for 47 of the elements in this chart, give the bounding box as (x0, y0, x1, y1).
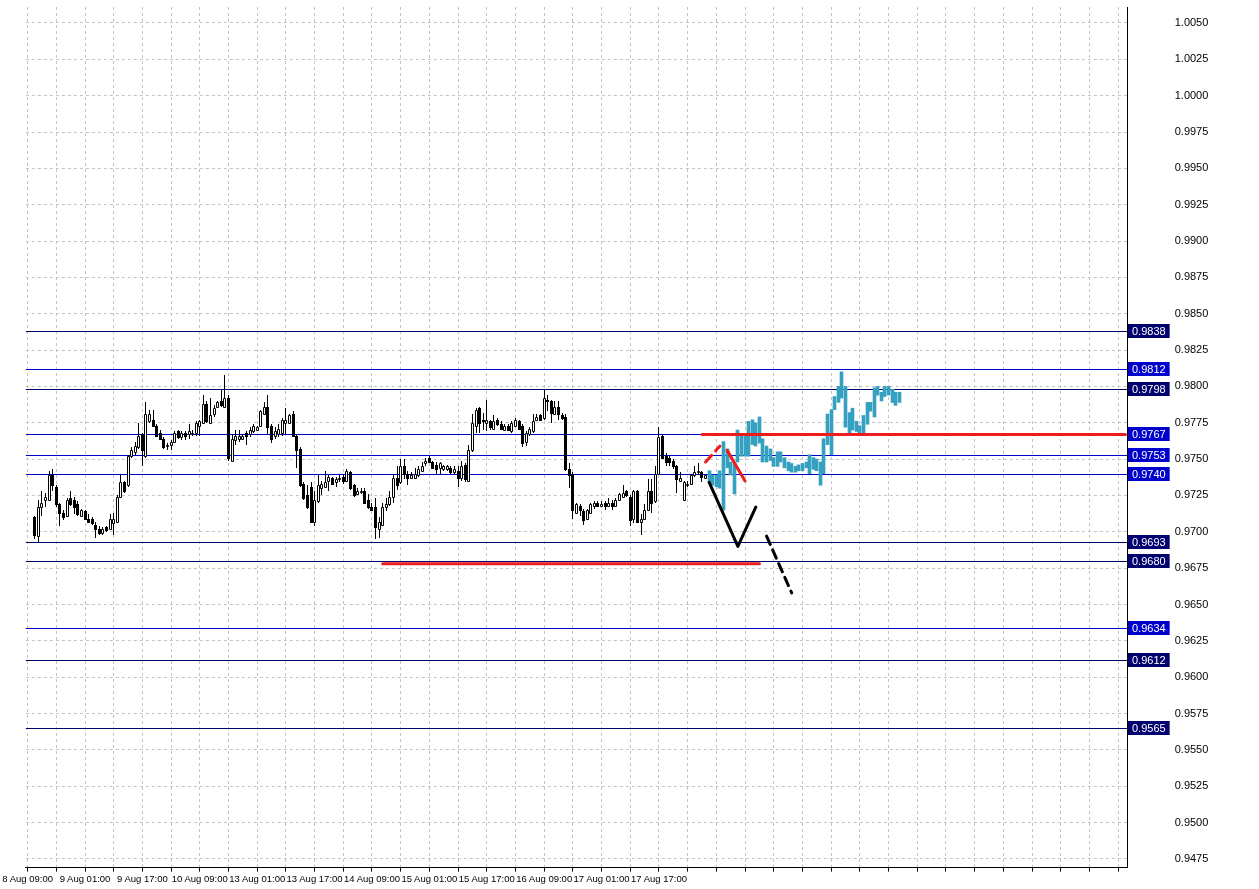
y-tick-label: 0.9525 (1174, 779, 1209, 792)
ref-line-label: 0.9838 (1132, 324, 1166, 337)
y-tick-label: 0.9550 (1174, 742, 1209, 755)
y-tick-label: 0.9625 (1174, 633, 1209, 646)
x-tick-label: 9 Aug 17:00 (117, 872, 168, 884)
y-tick-label: 0.9725 (1174, 488, 1209, 501)
y-tick-label: 0.9925 (1174, 197, 1209, 210)
ref-line-label: 0.9767 (1132, 427, 1166, 440)
y-tick-label: 0.9800 (1174, 379, 1209, 392)
x-tick-label: 13 Aug 17:00 (286, 872, 343, 884)
y-tick-label: 0.9875 (1174, 270, 1209, 283)
y-tick-label: 0.9850 (1174, 306, 1209, 319)
y-tick-label: 0.9775 (1174, 415, 1209, 428)
y-tick-label: 0.9675 (1174, 561, 1209, 574)
y-tick-label: 1.0000 (1174, 88, 1209, 101)
y-tick-label: 1.0025 (1174, 52, 1209, 65)
ref-line-label: 0.9798 (1132, 382, 1166, 395)
x-tick-label: 15 Aug 01:00 (401, 872, 458, 884)
y-tick-label: 0.9750 (1174, 452, 1209, 465)
x-tick-label: 14 Aug 09:00 (343, 872, 400, 884)
y-tick-label: 0.9650 (1174, 597, 1209, 610)
y-tick-label: 0.9825 (1174, 343, 1209, 356)
y-tick-label: 0.9900 (1174, 234, 1209, 247)
ref-line-label: 0.9753 (1132, 448, 1166, 461)
ref-line-label: 0.9740 (1132, 467, 1166, 480)
y-tick-label: 0.9975 (1174, 125, 1209, 138)
x-tick-label: 10 Aug 09:00 (171, 872, 228, 884)
ref-line-label: 0.9634 (1132, 621, 1166, 634)
ref-line-label: 0.9812 (1132, 362, 1166, 375)
x-tick-label: 13 Aug 01:00 (229, 872, 286, 884)
y-tick-label: 0.9700 (1174, 524, 1209, 537)
y-tick-label: 0.9600 (1174, 670, 1209, 683)
y-tick-label: 0.9475 (1174, 851, 1209, 864)
x-tick-label: 17 Aug 17:00 (630, 872, 687, 884)
ref-line-label: 0.9680 (1132, 554, 1166, 567)
y-tick-label: 0.9500 (1174, 815, 1209, 828)
ref-line-label: 0.9693 (1132, 535, 1166, 548)
y-tick-label: 0.9950 (1174, 161, 1209, 174)
x-tick-label: 15 Aug 17:00 (458, 872, 515, 884)
x-tick-label: 8 Aug 09:00 (2, 872, 53, 884)
y-tick-label: 1.0050 (1174, 16, 1209, 29)
y-tick-label: 0.9575 (1174, 706, 1209, 719)
ref-line-label: 0.9565 (1132, 721, 1166, 734)
x-tick-label: 9 Aug 01:00 (59, 872, 111, 884)
x-tick-label: 16 Aug 09:00 (516, 872, 573, 884)
ref-line-label: 0.9612 (1132, 653, 1166, 666)
x-tick-label: 17 Aug 01:00 (573, 872, 630, 884)
